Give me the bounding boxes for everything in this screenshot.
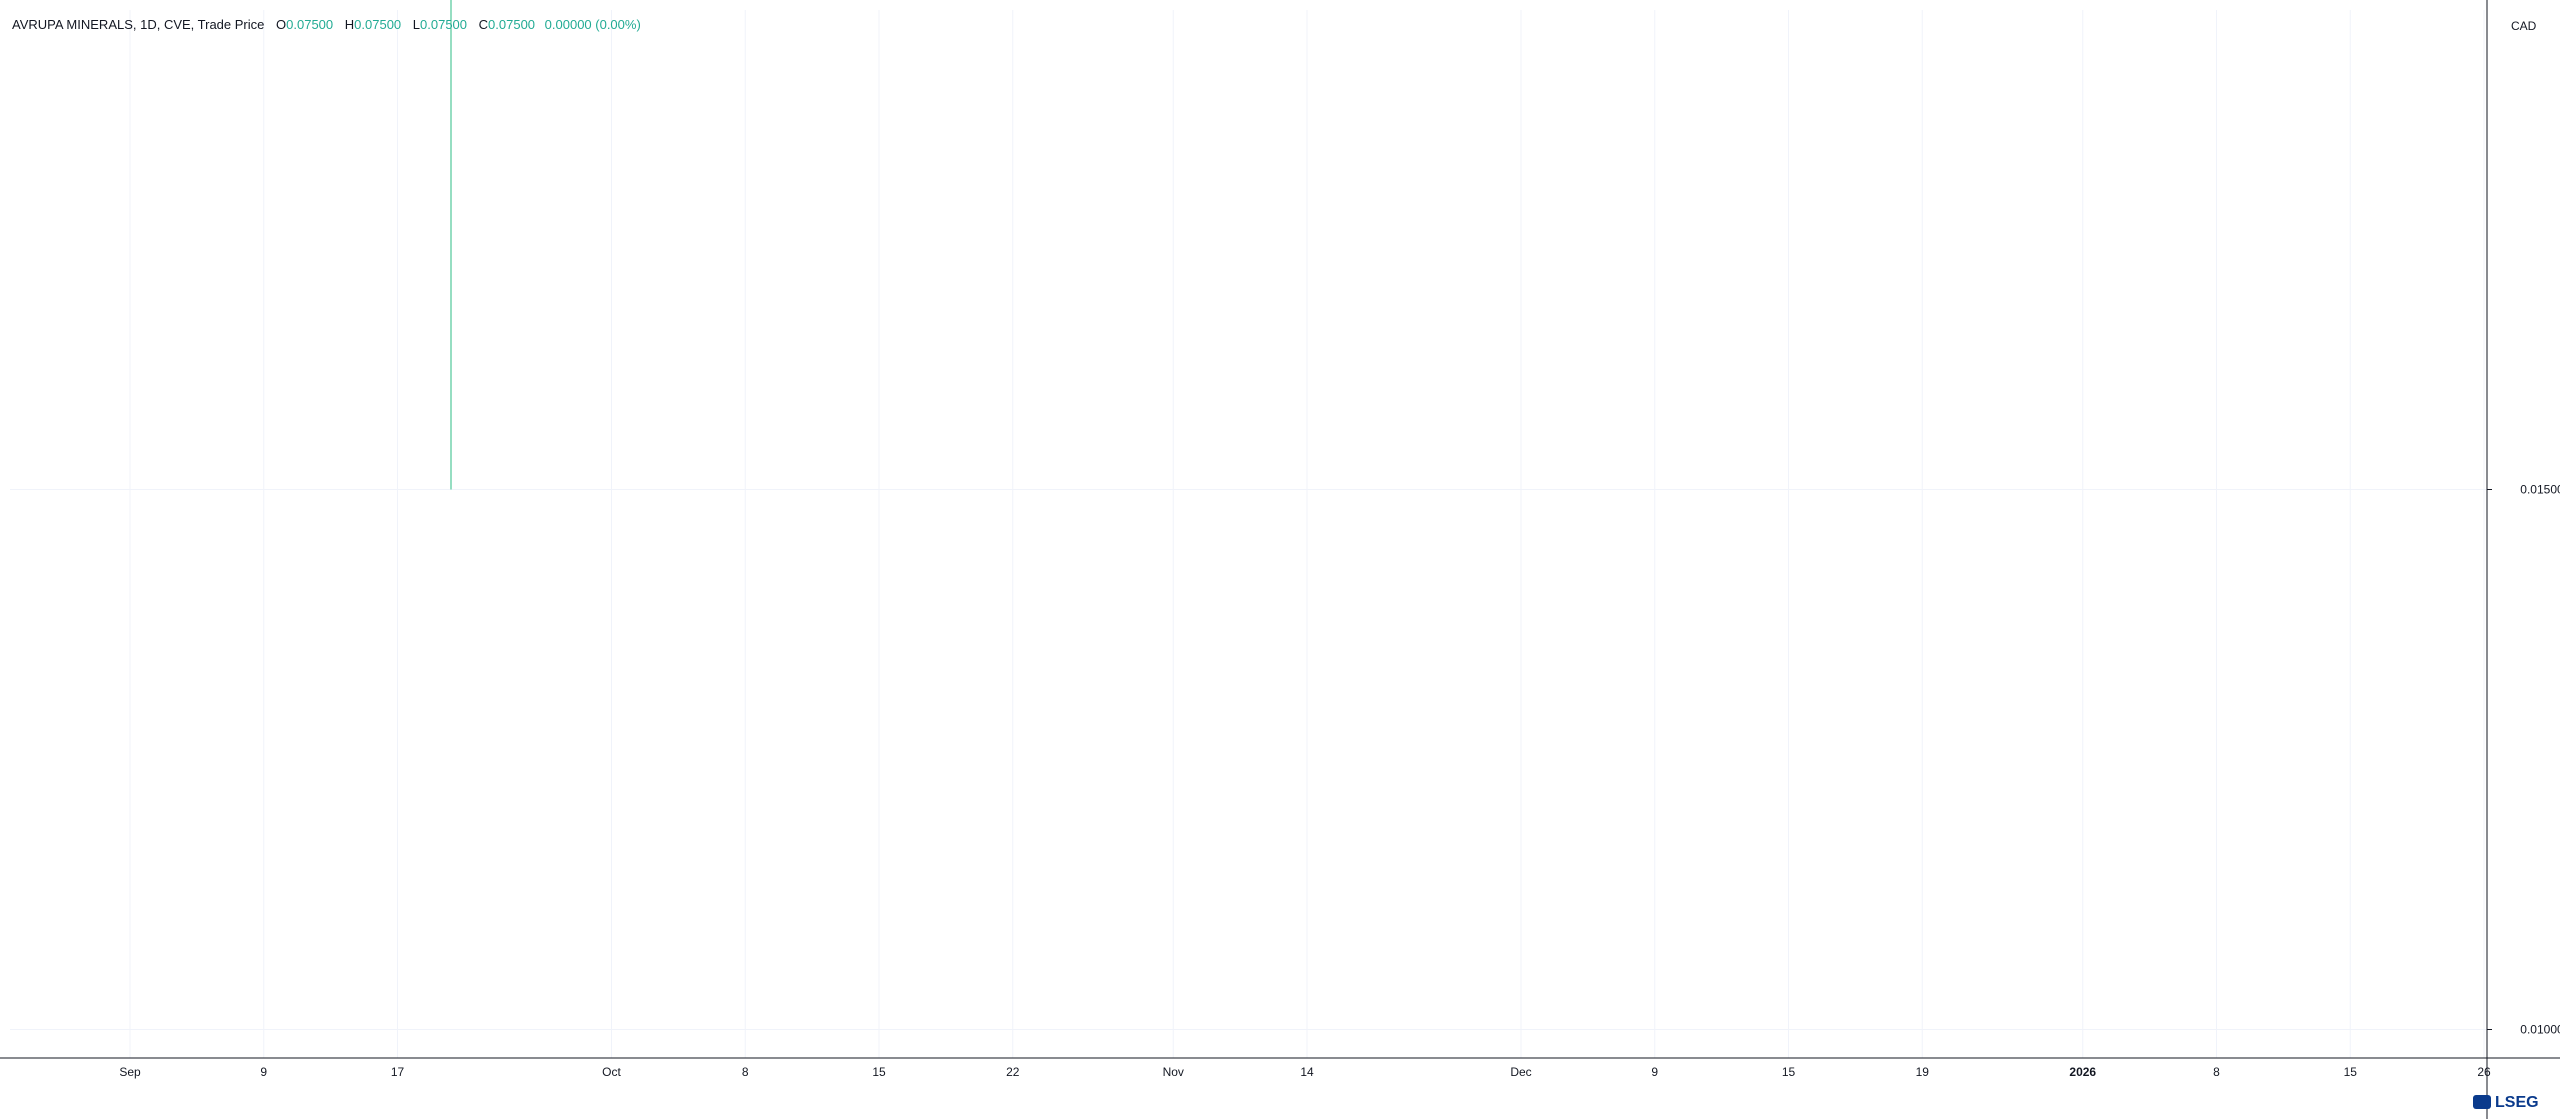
x-tick-label: Oct xyxy=(602,1065,621,1079)
lseg-logo: LSEG xyxy=(2473,1094,2539,1112)
x-tick-label: 15 xyxy=(1782,1065,1796,1079)
x-tick-label: Dec xyxy=(1510,1065,1531,1079)
open-label: O xyxy=(276,17,287,32)
x-tick-label: Sep xyxy=(119,1065,141,1079)
chart-legend: AVRUPA MINERALS, 1D, CVE, Trade Price O0… xyxy=(12,17,641,32)
x-tick-label: Nov xyxy=(1163,1065,1184,1079)
change-value: 0.00000 (0.00%) xyxy=(544,17,641,32)
high-value: 0.07500 xyxy=(354,17,402,32)
x-tick-label: 9 xyxy=(260,1065,267,1079)
x-tick-label: 14 xyxy=(1300,1065,1314,1079)
x-tick-label: 8 xyxy=(742,1065,749,1079)
x-tick-label: 15 xyxy=(872,1065,886,1079)
open-value: 0.07500 xyxy=(286,17,334,32)
x-tick-label: 17 xyxy=(391,1065,405,1079)
x-tick-label: 22 xyxy=(1006,1065,1020,1079)
currency-label: CAD xyxy=(2511,19,2537,33)
lseg-logo-icon xyxy=(2473,1095,2491,1109)
x-tick-label: 19 xyxy=(1916,1065,1930,1079)
x-tick-label: 26 xyxy=(2477,1065,2491,1079)
close-label: C xyxy=(478,17,489,32)
lseg-logo-text: LSEG xyxy=(2495,1094,2539,1111)
low-value: 0.07500 xyxy=(420,17,468,32)
symbol-title: AVRUPA MINERALS, 1D, CVE, Trade Price xyxy=(12,17,265,32)
candle-series xyxy=(450,0,452,490)
x-tick-label: 9 xyxy=(1651,1065,1658,1079)
low-label: L xyxy=(412,17,421,32)
x-tick-label: 2026 xyxy=(2069,1065,2096,1079)
close-value: 0.07500 xyxy=(488,17,536,32)
high-label: H xyxy=(344,17,355,32)
x-tick-label: 8 xyxy=(2213,1065,2220,1079)
x-tick-label: 15 xyxy=(2344,1065,2358,1079)
y-tick-label: 0.01000 xyxy=(2520,1023,2560,1037)
candle xyxy=(450,0,452,490)
chart-grid xyxy=(10,10,2487,1058)
y-tick-label: 0.01500 xyxy=(2520,483,2560,497)
